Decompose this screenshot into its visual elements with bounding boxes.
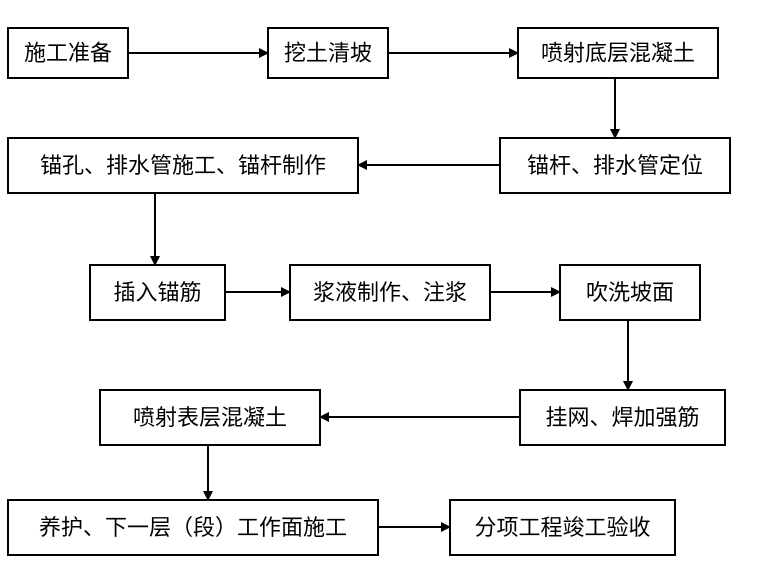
node-label-n2: 挖土清坡 bbox=[284, 41, 372, 66]
node-label-n9: 挂网、焊加强筋 bbox=[545, 405, 699, 430]
node-n2: 挖土清坡 bbox=[268, 28, 388, 78]
node-label-n5: 锚孔、排水管施工、锚杆制作 bbox=[40, 153, 326, 178]
node-label-n12: 分项工程竣工验收 bbox=[474, 515, 650, 540]
node-label-n4: 锚杆、排水管定位 bbox=[527, 153, 703, 178]
node-label-n8: 吹洗坡面 bbox=[586, 280, 674, 305]
node-n10: 喷射表层混凝土 bbox=[100, 390, 320, 445]
node-n3: 喷射底层混凝土 bbox=[518, 28, 718, 78]
node-n1: 施工准备 bbox=[8, 28, 128, 78]
node-label-n3: 喷射底层混凝土 bbox=[541, 41, 695, 66]
nodes-layer: 施工准备 挖土清坡 喷射底层混凝土锚杆、排水管定位 锚孔、排水管施工、锚杆制作插入锚筋… bbox=[8, 28, 730, 555]
node-label-n6: 插入锚筋 bbox=[113, 280, 201, 305]
node-n7: 浆液制作、注浆 bbox=[290, 265, 490, 320]
node-label-n11: 养护、下一层（段）工作面施工 bbox=[39, 515, 347, 540]
node-n8: 吹洗坡面 bbox=[560, 265, 700, 320]
node-label-n10: 喷射表层混凝土 bbox=[133, 405, 287, 430]
flowchart-canvas: 施工准备 挖土清坡 喷射底层混凝土锚杆、排水管定位 锚孔、排水管施工、锚杆制作插入锚筋… bbox=[0, 0, 760, 570]
node-n5: 锚孔、排水管施工、锚杆制作 bbox=[8, 138, 358, 193]
node-n4: 锚杆、排水管定位 bbox=[500, 138, 730, 193]
node-n12: 分项工程竣工验收 bbox=[450, 500, 675, 555]
node-label-n7: 浆液制作、注浆 bbox=[313, 280, 467, 305]
node-n6: 插入锚筋 bbox=[90, 265, 225, 320]
node-n9: 挂网、焊加强筋 bbox=[520, 390, 725, 445]
node-label-n1: 施工准备 bbox=[24, 41, 112, 66]
node-n11: 养护、下一层（段）工作面施工 bbox=[8, 500, 378, 555]
